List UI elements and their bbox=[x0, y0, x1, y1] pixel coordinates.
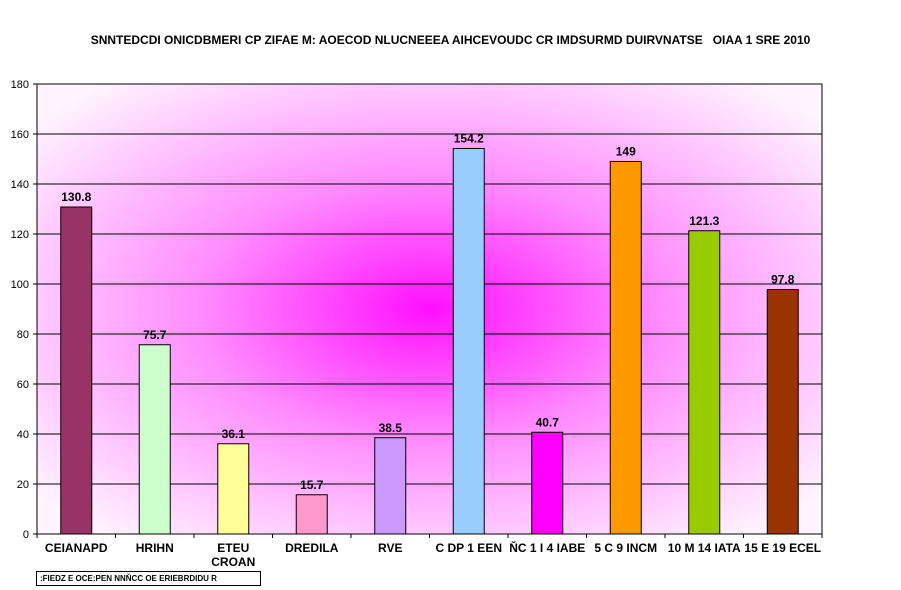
bar bbox=[688, 230, 721, 535]
bar bbox=[138, 344, 171, 535]
y-axis: 0 20 40 60 80 100 120 140 160 180 bbox=[11, 79, 37, 541]
x-tick-label: ETEU bbox=[217, 541, 249, 555]
bar bbox=[295, 494, 328, 535]
data-label: 130.8 bbox=[61, 190, 91, 204]
data-labels: 130.8 75.7 36.1 15.7 38.5 154.2 40.7 149 121.3 97… bbox=[61, 132, 795, 492]
x-tick-label: 5 C 9 INCM bbox=[594, 541, 657, 555]
data-label: 149 bbox=[616, 145, 636, 159]
y-tick-label: 160 bbox=[11, 129, 29, 141]
x-tick-label: 15 E 19 ECEL bbox=[744, 541, 821, 555]
x-tick-label: HRIHN bbox=[136, 541, 174, 555]
data-label: 75.7 bbox=[143, 328, 167, 342]
y-tick-label: 140 bbox=[11, 179, 29, 191]
chart-title: SNNTEDCDI ONICDBMERI CP ZIFAE M: AOECOD … bbox=[90, 33, 811, 47]
y-tick-label: 120 bbox=[11, 229, 29, 241]
data-label: 15.7 bbox=[300, 478, 324, 492]
y-tick-label: 100 bbox=[11, 279, 29, 291]
data-label: 36.1 bbox=[222, 427, 246, 441]
data-label: 154.2 bbox=[454, 132, 484, 146]
y-tick-label: 0 bbox=[23, 529, 29, 541]
x-tick-label: C DP 1 EEN bbox=[436, 541, 502, 555]
bar bbox=[531, 431, 564, 535]
source-footnote: :FIEDZ E OCE:PEN NNŇCC OE ERIEBRDIDU R bbox=[36, 571, 261, 586]
bar bbox=[452, 148, 485, 535]
x-tick-label: RVE bbox=[378, 541, 402, 555]
y-tick-label: 60 bbox=[17, 379, 29, 391]
x-tick-label: ŇC 1 I 4 IABE bbox=[509, 540, 585, 555]
bar bbox=[60, 206, 93, 535]
data-label: 38.5 bbox=[379, 421, 403, 435]
x-tick-label: CROAN bbox=[211, 555, 255, 569]
data-label: 121.3 bbox=[689, 214, 719, 228]
y-tick-label: 40 bbox=[17, 429, 29, 441]
x-tick-label: CEIANAPD bbox=[45, 541, 108, 555]
bars bbox=[60, 148, 799, 535]
x-tick-label: 10 M 14 IATA bbox=[668, 541, 741, 555]
x-tick-label: DREDILA bbox=[285, 541, 339, 555]
bar bbox=[217, 443, 250, 535]
bar bbox=[374, 437, 407, 535]
y-tick-label: 180 bbox=[11, 79, 29, 91]
data-label: 40.7 bbox=[536, 415, 560, 429]
y-tick-label: 20 bbox=[17, 479, 29, 491]
bar bbox=[766, 289, 799, 535]
bar bbox=[609, 161, 642, 535]
y-tick-label: 80 bbox=[17, 329, 29, 341]
data-label: 97.8 bbox=[771, 273, 795, 287]
